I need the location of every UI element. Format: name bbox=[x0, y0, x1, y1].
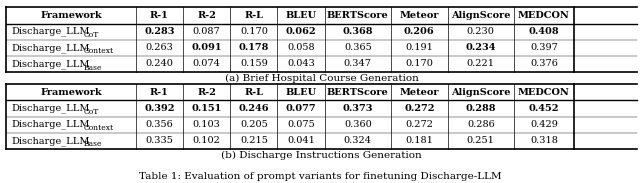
Text: 0.365: 0.365 bbox=[344, 43, 372, 52]
Text: 0.246: 0.246 bbox=[239, 104, 269, 113]
Text: 0.215: 0.215 bbox=[240, 136, 268, 145]
Text: 0.191: 0.191 bbox=[405, 43, 433, 52]
Text: 0.324: 0.324 bbox=[344, 136, 372, 145]
Text: (b) Discharge Instructions Generation: (b) Discharge Instructions Generation bbox=[221, 150, 422, 160]
Text: 0.263: 0.263 bbox=[145, 43, 173, 52]
Text: BLEU: BLEU bbox=[285, 88, 317, 97]
Text: Context: Context bbox=[84, 47, 114, 55]
Text: BLEU: BLEU bbox=[285, 11, 317, 20]
Text: Meteor: Meteor bbox=[399, 11, 439, 20]
Text: R-2: R-2 bbox=[197, 11, 216, 20]
Text: BERTScore: BERTScore bbox=[327, 11, 388, 20]
Text: CoT: CoT bbox=[84, 31, 99, 39]
Text: 0.288: 0.288 bbox=[465, 104, 496, 113]
Text: R-1: R-1 bbox=[150, 88, 169, 97]
Text: Discharge_LLM: Discharge_LLM bbox=[12, 43, 90, 53]
Text: 0.077: 0.077 bbox=[286, 104, 316, 113]
Text: 0.373: 0.373 bbox=[342, 104, 373, 113]
Text: 0.091: 0.091 bbox=[191, 43, 222, 52]
Text: Discharge_LLM: Discharge_LLM bbox=[12, 104, 90, 113]
Text: MEDCON: MEDCON bbox=[518, 88, 570, 97]
Text: 0.230: 0.230 bbox=[467, 27, 495, 36]
Text: 0.408: 0.408 bbox=[529, 27, 559, 36]
Text: Discharge_LLM: Discharge_LLM bbox=[12, 120, 90, 130]
Text: 0.376: 0.376 bbox=[530, 59, 557, 68]
Text: 0.041: 0.041 bbox=[287, 136, 315, 145]
Text: 0.272: 0.272 bbox=[404, 104, 435, 113]
Text: 0.062: 0.062 bbox=[286, 27, 316, 36]
Text: 0.251: 0.251 bbox=[467, 136, 495, 145]
Text: AlignScore: AlignScore bbox=[451, 11, 511, 20]
Text: 0.103: 0.103 bbox=[193, 120, 221, 129]
Text: Discharge_LLM: Discharge_LLM bbox=[12, 59, 90, 69]
Text: Discharge_LLM: Discharge_LLM bbox=[12, 27, 90, 36]
Text: 0.170: 0.170 bbox=[405, 59, 433, 68]
Text: Framework: Framework bbox=[40, 11, 102, 20]
Text: Base: Base bbox=[84, 64, 102, 72]
Text: 0.043: 0.043 bbox=[287, 59, 315, 68]
Text: 0.318: 0.318 bbox=[530, 136, 557, 145]
Text: 0.452: 0.452 bbox=[529, 104, 559, 113]
Text: 0.087: 0.087 bbox=[193, 27, 220, 36]
Text: Table 1: Evaluation of prompt variants for finetuning Discharge-LLM: Table 1: Evaluation of prompt variants f… bbox=[139, 172, 501, 181]
Text: 0.181: 0.181 bbox=[405, 136, 433, 145]
Text: R-1: R-1 bbox=[150, 11, 169, 20]
Text: 0.178: 0.178 bbox=[239, 43, 269, 52]
Text: 0.058: 0.058 bbox=[287, 43, 315, 52]
Text: MEDCON: MEDCON bbox=[518, 11, 570, 20]
Text: 0.335: 0.335 bbox=[145, 136, 173, 145]
Text: (a) Brief Hospital Course Generation: (a) Brief Hospital Course Generation bbox=[225, 74, 419, 83]
Text: 0.170: 0.170 bbox=[240, 27, 268, 36]
Text: 0.206: 0.206 bbox=[404, 27, 435, 36]
Text: Framework: Framework bbox=[40, 88, 102, 97]
Text: 0.429: 0.429 bbox=[530, 120, 557, 129]
Text: 0.205: 0.205 bbox=[240, 120, 268, 129]
Text: 0.286: 0.286 bbox=[467, 120, 495, 129]
Text: 0.392: 0.392 bbox=[144, 104, 175, 113]
Text: 0.075: 0.075 bbox=[287, 120, 315, 129]
Text: 0.074: 0.074 bbox=[193, 59, 221, 68]
Text: Context: Context bbox=[84, 124, 114, 132]
Text: 0.356: 0.356 bbox=[145, 120, 173, 129]
Text: 0.221: 0.221 bbox=[467, 59, 495, 68]
Text: Meteor: Meteor bbox=[399, 88, 439, 97]
Text: Base: Base bbox=[84, 140, 102, 148]
Text: CoT: CoT bbox=[84, 108, 99, 116]
Text: R-L: R-L bbox=[244, 88, 263, 97]
Text: 0.240: 0.240 bbox=[145, 59, 173, 68]
Text: R-2: R-2 bbox=[197, 88, 216, 97]
Text: AlignScore: AlignScore bbox=[451, 88, 511, 97]
Text: 0.234: 0.234 bbox=[465, 43, 496, 52]
Text: 0.347: 0.347 bbox=[344, 59, 372, 68]
Text: 0.368: 0.368 bbox=[342, 27, 373, 36]
Text: 0.397: 0.397 bbox=[530, 43, 557, 52]
Text: R-L: R-L bbox=[244, 11, 263, 20]
Text: 0.360: 0.360 bbox=[344, 120, 372, 129]
Text: 0.102: 0.102 bbox=[193, 136, 221, 145]
Text: BERTScore: BERTScore bbox=[327, 88, 388, 97]
Text: Discharge_LLM: Discharge_LLM bbox=[12, 136, 90, 146]
Text: 0.272: 0.272 bbox=[405, 120, 433, 129]
Text: 0.159: 0.159 bbox=[240, 59, 268, 68]
Text: 0.151: 0.151 bbox=[191, 104, 221, 113]
Text: 0.283: 0.283 bbox=[144, 27, 175, 36]
